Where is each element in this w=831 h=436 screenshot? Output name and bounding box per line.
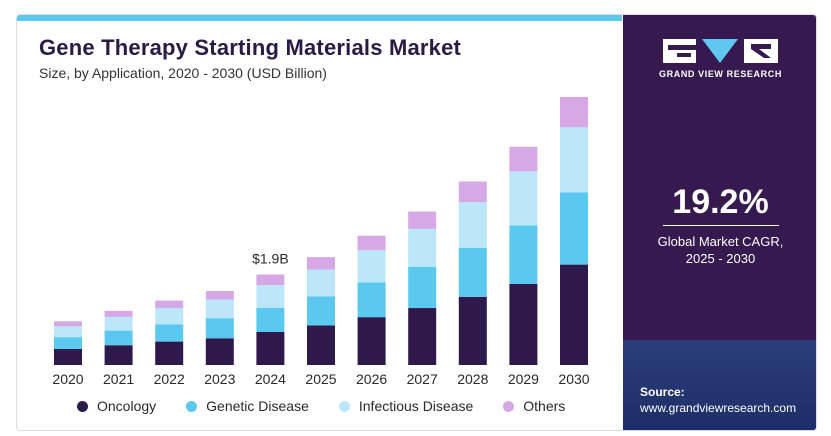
- legend-label-genetic-disease: Genetic Disease: [206, 398, 309, 414]
- source-link[interactable]: www.grandviewresearch.com: [640, 401, 797, 415]
- bar-2022-oncology: [155, 341, 184, 365]
- x-tick-label: 2023: [204, 371, 235, 387]
- x-tick-label: 2025: [305, 371, 336, 387]
- bar-2027-genetic-disease: [408, 266, 437, 309]
- bar-2022-genetic-disease: [155, 324, 184, 342]
- bar-2020-infectious-disease: [54, 326, 82, 338]
- bar-2023-genetic-disease: [205, 318, 234, 339]
- bar-2029-oncology: [509, 283, 538, 365]
- bar-2025-infectious-disease: [307, 269, 335, 297]
- legend-swatch-others: [503, 400, 515, 412]
- bar-2020-others: [54, 321, 82, 327]
- bar-2029-others: [509, 146, 538, 172]
- x-tick-label: 2021: [103, 371, 134, 387]
- bar-2021-oncology: [104, 345, 133, 365]
- bar-2024-oncology: [256, 332, 285, 365]
- x-tick-label: 2020: [52, 371, 83, 387]
- bar-2027-oncology: [408, 308, 437, 365]
- legend-label-oncology: Oncology: [97, 398, 157, 414]
- bar-2028-oncology: [458, 296, 487, 365]
- stacked-bar-chart: 2020 2021 2022 2023 2024 2025 2026 2027 2028 2029…: [52, 97, 590, 387]
- legend-item-genetic-disease: Genetic Disease: [186, 398, 309, 414]
- bar-2020-genetic-disease: [54, 337, 82, 349]
- bar-2029-genetic-disease: [509, 225, 538, 284]
- cagr-label: Global Market CAGR, 2025 - 2030: [623, 233, 816, 267]
- bar-2022-infectious-disease: [155, 308, 184, 325]
- cagr-label-line-2: 2025 - 2030: [685, 251, 756, 266]
- bar-2028-genetic-disease: [458, 247, 487, 297]
- legend-item-others: Others: [503, 398, 565, 414]
- legend-swatch-infectious-disease: [338, 400, 350, 412]
- legend-swatch-genetic-disease: [186, 400, 198, 412]
- bar-2021-infectious-disease: [104, 316, 133, 331]
- bar-2024-infectious-disease: [256, 284, 285, 308]
- bar-2030-genetic-disease: [560, 192, 588, 265]
- bar-2023-infectious-disease: [205, 299, 234, 319]
- cagr-value: 19.2%: [672, 183, 769, 221]
- chart-card: Gene Therapy Starting Materials Market S…: [16, 14, 817, 431]
- sidebar-panel: GRAND VIEW RESEARCH 19.2% Global Market …: [623, 15, 816, 430]
- legend-swatch-oncology: [77, 400, 88, 412]
- legend-item-oncology: Oncology: [77, 398, 156, 414]
- x-tick-label: 2022: [154, 371, 185, 387]
- bar-2024-genetic-disease: [256, 307, 285, 332]
- bar-2021-others: [104, 310, 133, 317]
- accent-bar: [17, 15, 622, 21]
- legend: Oncology Genetic Disease Infectious Dise…: [77, 398, 595, 414]
- bar-2021-genetic-disease: [104, 330, 133, 346]
- chart-subtitle: Size, by Application, 2020 - 2030 (USD B…: [39, 65, 327, 81]
- brand-name: GRAND VIEW RESEARCH: [659, 69, 782, 79]
- bar-2027-infectious-disease: [408, 228, 437, 267]
- source-title: Source:: [640, 385, 685, 399]
- bar-2022-others: [155, 300, 184, 308]
- bar-2030-oncology: [560, 264, 588, 365]
- bar-2023-oncology: [205, 338, 234, 365]
- bar-2024-others: [256, 274, 285, 285]
- data-label-2024: $1.9B: [252, 251, 289, 267]
- chart-title: Gene Therapy Starting Materials Market: [39, 35, 462, 60]
- grand-view-research-logo-icon: [663, 39, 778, 63]
- bar-2023-others: [205, 291, 234, 300]
- x-tick-label: 2029: [508, 371, 539, 387]
- bar-2030-infectious-disease: [560, 127, 588, 193]
- bar-2025-genetic-disease: [307, 296, 335, 326]
- x-tick-label: 2028: [457, 371, 488, 387]
- sidebar-source-band: [623, 340, 816, 430]
- legend-label-infectious-disease: Infectious Disease: [358, 398, 474, 414]
- bar-2028-others: [458, 181, 487, 203]
- bar-2030-others: [560, 97, 588, 128]
- x-tick-label: 2026: [356, 371, 387, 387]
- cagr-divider: [663, 225, 779, 226]
- x-tick-label: 2027: [407, 371, 438, 387]
- x-tick-label: 2024: [255, 371, 286, 387]
- bar-2025-oncology: [307, 325, 335, 365]
- bar-2020-oncology: [54, 349, 82, 365]
- legend-item-infectious-disease: Infectious Disease: [338, 398, 474, 414]
- legend-label-others: Others: [523, 398, 566, 414]
- bar-2026-others: [357, 235, 386, 251]
- bar-2026-infectious-disease: [357, 250, 386, 283]
- bar-2027-others: [408, 211, 437, 229]
- bar-2029-infectious-disease: [509, 171, 538, 226]
- x-tick-label: 2030: [558, 371, 589, 387]
- bar-2026-genetic-disease: [357, 282, 386, 318]
- cagr-label-line-1: Global Market CAGR,: [657, 234, 784, 249]
- bar-2025-others: [307, 257, 335, 270]
- bar-2026-oncology: [357, 317, 386, 365]
- bar-2028-infectious-disease: [458, 202, 487, 248]
